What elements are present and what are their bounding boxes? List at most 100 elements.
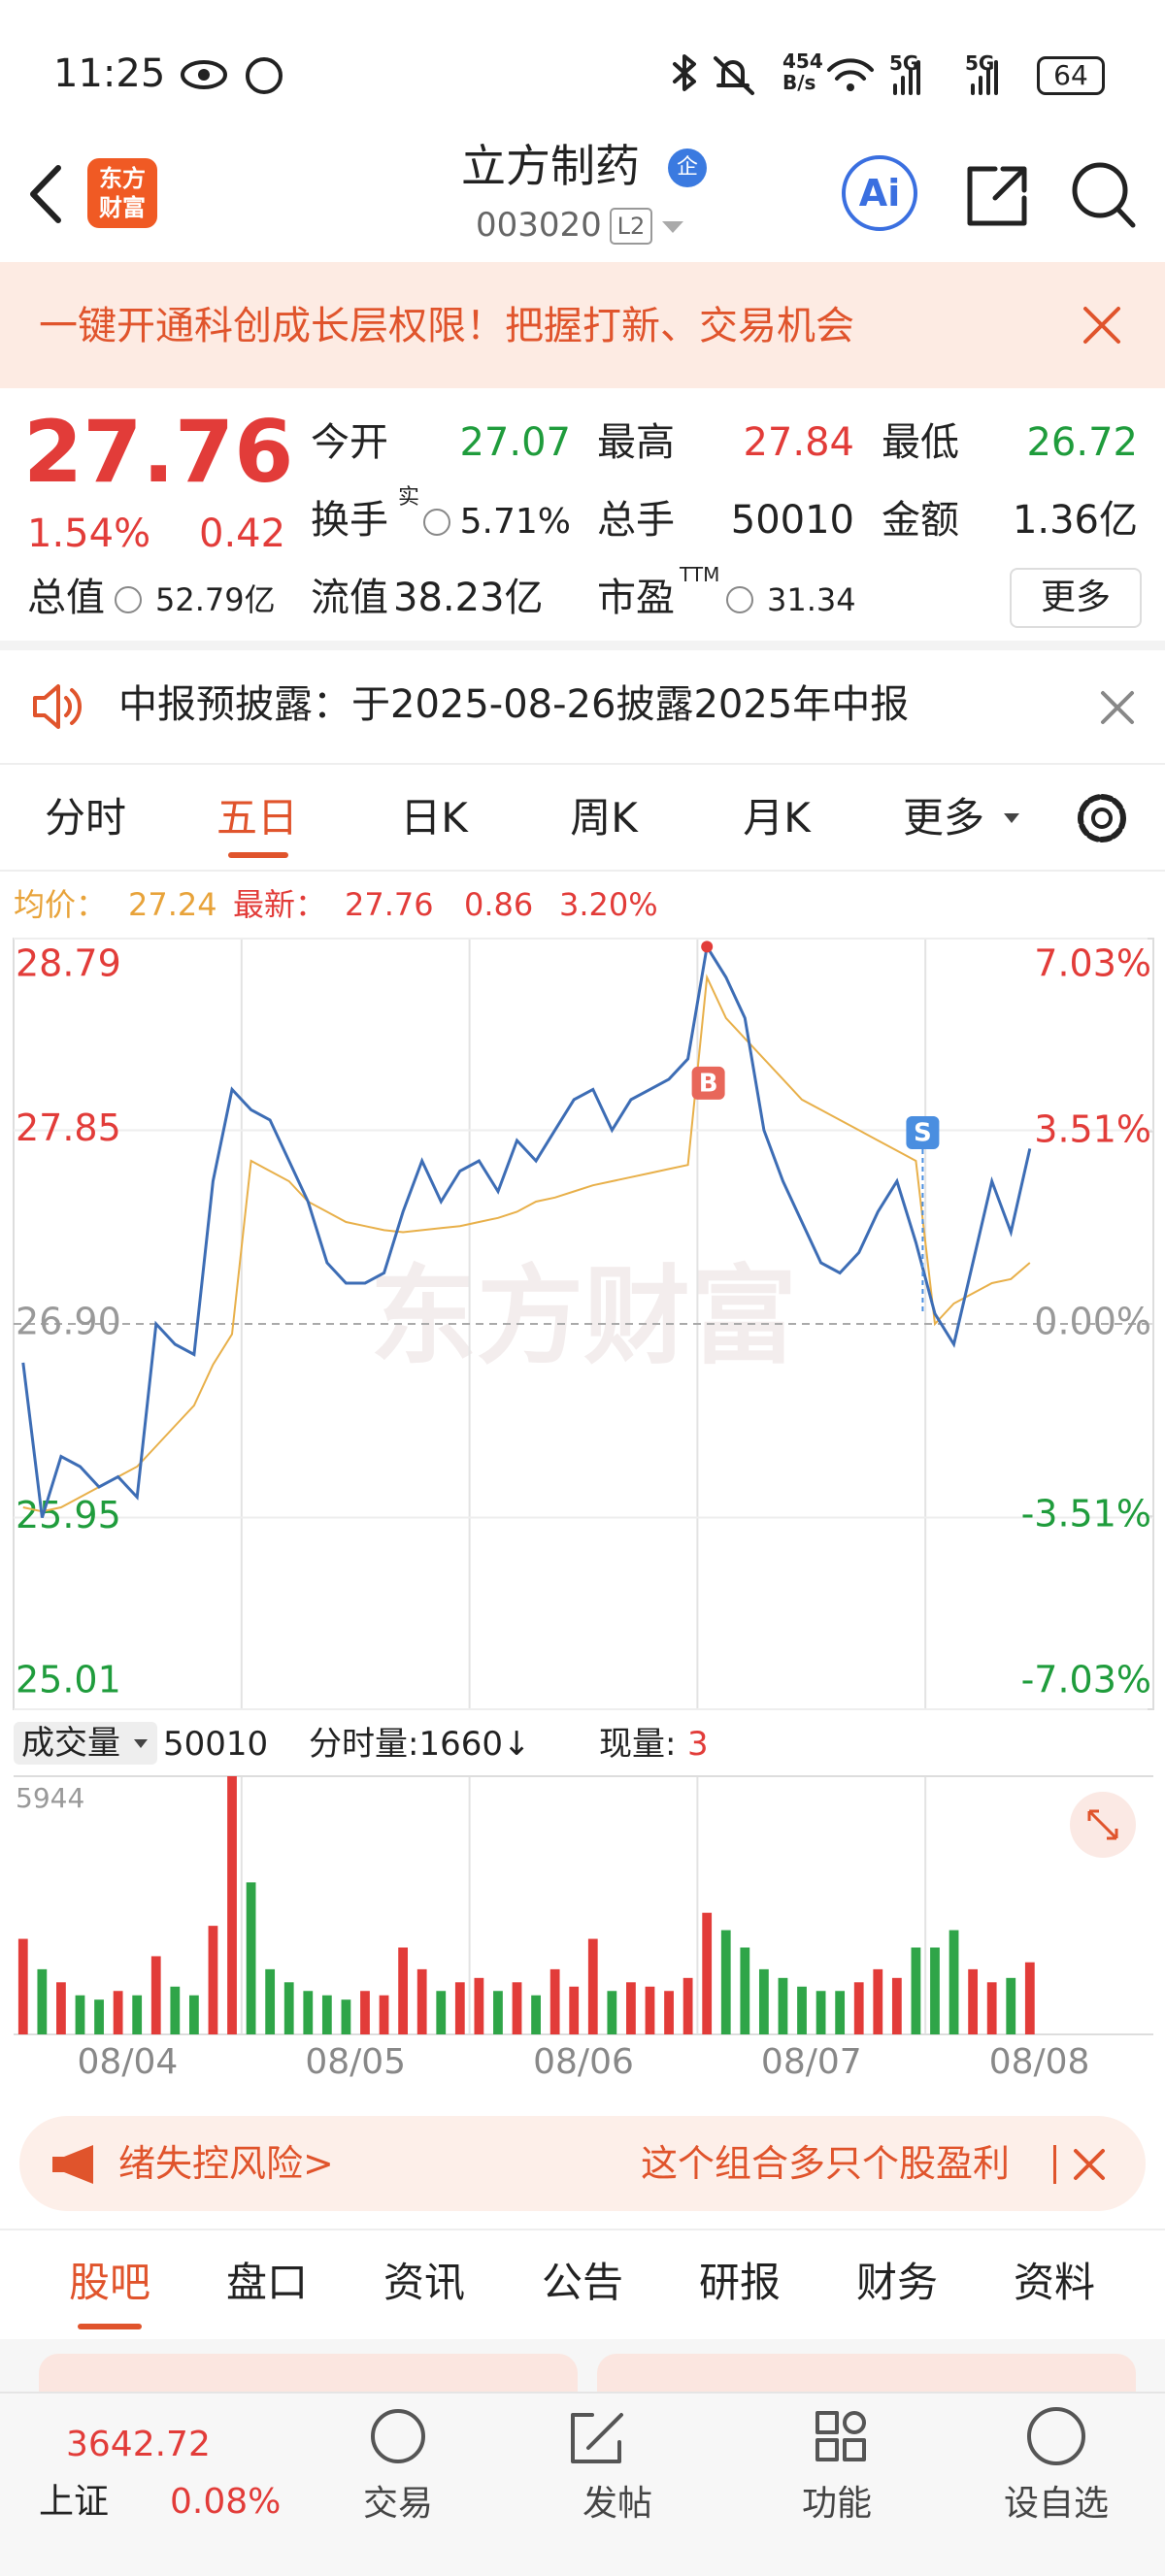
logo-text: 东方 [99, 165, 146, 192]
field-value: 27.07 [459, 420, 571, 465]
back-button[interactable] [21, 160, 70, 228]
logo-text: 财富 [99, 194, 146, 221]
volume-bar [587, 1938, 598, 2034]
field-value: 38.23亿 [393, 576, 544, 620]
close-icon [1083, 307, 1120, 344]
nav-item[interactable]: 功能 [801, 2484, 872, 2524]
chart-tab[interactable]: 分时 [44, 794, 126, 842]
volume-bar [512, 1982, 522, 2034]
volume-bar [758, 1968, 769, 2034]
index-name[interactable]: 上证 [39, 2482, 110, 2522]
stock-code: 003020 [476, 206, 602, 245]
volume-bar [835, 1991, 846, 2034]
volume-bar [549, 1968, 560, 2034]
volume-bar [569, 1986, 580, 2034]
more-button[interactable]: 更多 [1010, 568, 1142, 628]
buy-marker-label: B [699, 1069, 718, 1098]
volume-bar [113, 1991, 123, 2034]
chart-tab[interactable]: 日K [400, 794, 468, 842]
nav-item[interactable]: 交易 [362, 2484, 433, 2524]
search-handle [1115, 207, 1136, 228]
divider [0, 763, 1165, 765]
wifi-icon [827, 58, 874, 81]
avg-value: 27.24 [128, 886, 217, 923]
chart-tab[interactable]: 更多 [903, 794, 985, 842]
risk-banner[interactable] [19, 2116, 1146, 2211]
info-icon[interactable] [423, 509, 450, 536]
separator [1053, 2145, 1056, 2184]
chart-tab-active[interactable]: 五日 [216, 794, 298, 842]
section-tab[interactable]: 盘口 [225, 2259, 308, 2306]
volume-bar [321, 1995, 332, 2034]
x-tick-label: 08/05 [305, 2042, 406, 2082]
section-tab-active[interactable]: 股吧 [68, 2259, 150, 2306]
divider [0, 2229, 1165, 2230]
section-tab[interactable]: 财务 [855, 2259, 938, 2306]
divider [0, 870, 1165, 872]
level-badge: L2 [610, 208, 652, 245]
megaphone-shape [52, 2145, 93, 2184]
field-label: 金额 [882, 498, 959, 543]
volume-bar [188, 1995, 199, 2034]
volume-bar [132, 1995, 143, 2034]
volume-bar [853, 1982, 864, 2034]
volume-bar [37, 1968, 48, 2034]
volume-bar [283, 1982, 294, 2034]
header-actions [967, 162, 1136, 228]
field-sup: TTM [680, 563, 720, 586]
section-tab[interactable]: 研报 [698, 2259, 781, 2306]
section-tab[interactable]: 公告 [541, 2259, 623, 2306]
bottom-nav [0, 2392, 1165, 2576]
y2-tick-label: 3.51% [1034, 1107, 1151, 1150]
field-label: 换手 [311, 498, 388, 543]
section-tab[interactable]: 资料 [1013, 2259, 1095, 2306]
volume-bar [986, 1982, 997, 2034]
x-tick-label: 08/08 [989, 2042, 1090, 2082]
volume-bar [303, 1991, 314, 2034]
banner-text[interactable]: 一键开通科创成长层权限！把握打新、交易机会 [39, 304, 854, 348]
chart-tab[interactable]: 周K [570, 794, 638, 842]
volume-bar [474, 1977, 484, 2034]
avg-line [22, 974, 1031, 1513]
volume-label: 成交量 [21, 1724, 120, 1763]
risk-text[interactable]: 绪失控风险> [118, 2142, 334, 2185]
func-icon [816, 2438, 839, 2461]
volume-bar [778, 1977, 788, 2034]
index-change[interactable]: 0.08% [170, 2482, 282, 2522]
volume-bar [873, 1968, 883, 2034]
status-icons-mid [673, 54, 754, 95]
ai-button[interactable]: Ai [842, 155, 917, 231]
field-label: 总手 [597, 498, 675, 543]
volume-bar [398, 1947, 409, 2034]
settings-button[interactable] [1073, 789, 1131, 847]
last-price: 27.76 [23, 402, 294, 502]
func-icon [843, 2411, 866, 2434]
notice-close[interactable] [1099, 689, 1136, 726]
info-icon[interactable] [726, 586, 753, 613]
section-tab[interactable]: 资讯 [383, 2259, 465, 2306]
banner-close[interactable] [1080, 303, 1124, 347]
notice-text[interactable]: 中报预披露：于2025-08-26披露2025年中报 [118, 682, 910, 727]
x-tick-label: 08/04 [78, 2042, 179, 2082]
volume-bar [702, 1912, 713, 2034]
promo-banner[interactable] [0, 262, 1165, 388]
risk-close[interactable] [1072, 2147, 1107, 2182]
chart-tab[interactable]: 月K [743, 794, 811, 842]
field-value: 52.79亿 [155, 581, 276, 618]
nav-item[interactable]: 设自选 [1003, 2484, 1109, 2524]
share-button[interactable] [967, 166, 1027, 226]
search-button[interactable] [1072, 162, 1128, 218]
field-label: 今开 [311, 420, 388, 465]
func-icon [843, 2438, 866, 2461]
index-value[interactable]: 3642.72 [66, 2425, 211, 2464]
info-icon[interactable] [115, 586, 142, 613]
divider [0, 641, 1165, 650]
risk-text[interactable]: 这个组合多只个股盈利 [641, 2142, 1011, 2185]
volume-bar [379, 1995, 389, 2034]
field-label: 流值 [311, 576, 388, 620]
nav-item[interactable]: 发帖 [582, 2484, 652, 2524]
signal-icons [827, 58, 998, 95]
volume-selector[interactable]: 成交量 [14, 1722, 157, 1765]
volume-bar [246, 1882, 256, 2034]
dropdown-arrow[interactable] [662, 221, 683, 233]
